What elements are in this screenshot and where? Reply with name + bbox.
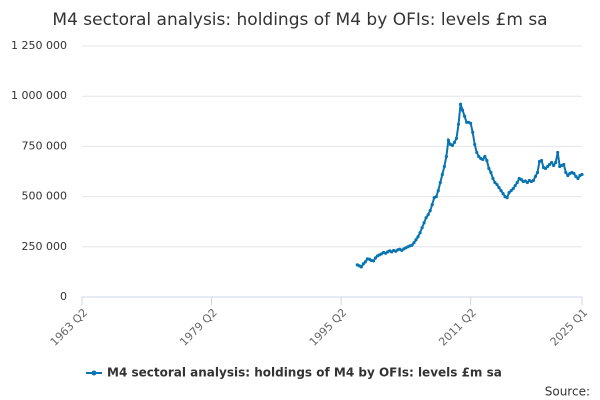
data-point xyxy=(422,221,426,225)
legend-label: M4 sectoral analysis: holdings of M4 by … xyxy=(107,366,502,380)
data-point xyxy=(548,162,552,167)
data-point xyxy=(436,188,440,193)
data-point xyxy=(531,178,536,183)
data-point xyxy=(456,122,461,126)
data-point xyxy=(440,172,444,177)
data-point xyxy=(442,164,446,169)
data-point xyxy=(481,157,485,162)
source-label: Source: xyxy=(545,385,590,399)
data-point xyxy=(361,262,365,266)
data-point xyxy=(410,243,414,247)
data-point xyxy=(564,170,568,175)
data-point xyxy=(519,177,523,182)
data-point xyxy=(475,150,479,155)
data-point xyxy=(491,176,495,181)
data-point xyxy=(543,166,548,171)
data-point xyxy=(477,154,481,159)
data-point xyxy=(580,172,584,177)
data-point xyxy=(511,186,515,191)
data-point xyxy=(414,238,418,242)
data-point xyxy=(493,180,497,185)
data-point xyxy=(371,259,376,263)
data-point xyxy=(359,265,363,269)
data-point xyxy=(363,260,368,264)
data-point xyxy=(420,226,424,230)
data-point xyxy=(495,182,499,187)
data-point xyxy=(497,185,501,190)
x-tick-label: 1979 Q2 xyxy=(177,306,220,349)
data-point xyxy=(483,154,487,159)
data-point xyxy=(489,170,493,175)
data-point xyxy=(554,160,558,165)
data-point xyxy=(430,203,434,207)
data-point xyxy=(444,154,448,159)
data-point xyxy=(473,142,477,146)
x-tick-label: 2025 Q1 xyxy=(548,306,591,349)
data-point xyxy=(562,162,566,167)
y-tick-label: 1 000 000 xyxy=(11,89,67,102)
data-point xyxy=(434,195,438,199)
data-point xyxy=(424,216,428,220)
data-point xyxy=(509,188,513,193)
data-point xyxy=(471,130,475,134)
data-point xyxy=(458,102,463,106)
data-point xyxy=(552,163,556,168)
y-tick-label: 1 250 000 xyxy=(11,39,67,52)
data-point xyxy=(572,171,576,176)
data-point xyxy=(566,173,570,178)
data-point xyxy=(533,174,538,179)
data-point xyxy=(446,138,450,142)
data-point xyxy=(438,180,442,185)
data-point xyxy=(499,188,503,193)
data-point xyxy=(426,213,430,217)
data-point xyxy=(450,143,455,147)
data-point xyxy=(469,121,473,125)
y-tick-label: 250 000 xyxy=(22,240,68,253)
data-point xyxy=(452,140,457,144)
y-tick-label: 750 000 xyxy=(22,139,68,152)
data-point xyxy=(418,231,422,235)
data-point xyxy=(485,158,489,163)
data-point xyxy=(576,176,580,181)
data-point xyxy=(412,241,416,245)
data-point xyxy=(462,114,467,118)
data-point xyxy=(539,158,544,163)
data-point xyxy=(487,166,491,171)
legend-marker xyxy=(91,370,97,376)
data-point xyxy=(515,180,519,185)
y-tick-label: 500 000 xyxy=(22,190,68,203)
data-point xyxy=(556,150,560,155)
data-point xyxy=(507,190,511,195)
data-point xyxy=(505,196,509,200)
x-tick-label: 2011 Q2 xyxy=(436,306,479,349)
data-point xyxy=(550,160,554,165)
data-point xyxy=(416,235,420,239)
data-point xyxy=(574,174,578,179)
data-point xyxy=(460,108,465,112)
y-tick-label: 0 xyxy=(60,290,67,303)
data-point xyxy=(525,180,529,185)
data-point xyxy=(428,209,432,213)
data-point xyxy=(545,164,550,169)
data-point xyxy=(535,170,540,175)
chart-title: M4 sectoral analysis: holdings of M4 by … xyxy=(52,10,547,30)
data-point xyxy=(454,136,459,140)
x-tick-label: 1995 Q2 xyxy=(307,306,350,349)
data-point xyxy=(373,256,378,260)
data-point xyxy=(501,191,505,196)
data-point xyxy=(513,183,517,188)
x-tick-label: 1963 Q2 xyxy=(48,306,91,349)
series-line xyxy=(356,103,583,269)
